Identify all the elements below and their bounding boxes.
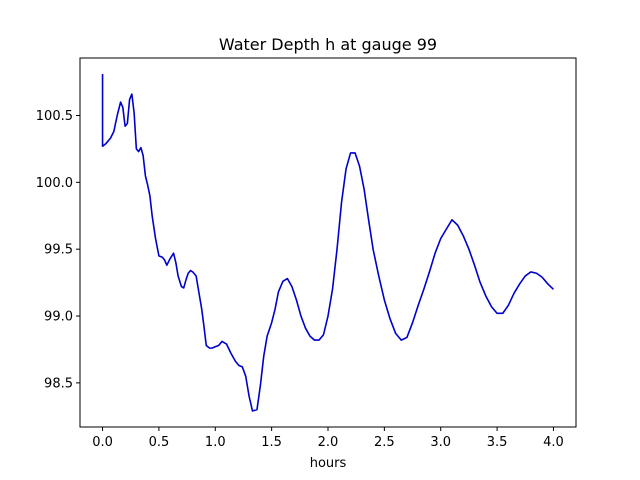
x-tick-label: 3.0 bbox=[430, 435, 451, 450]
x-axis-label: hours bbox=[310, 456, 347, 471]
y-tick-label: 99.5 bbox=[44, 243, 73, 258]
x-tick-label: 1.5 bbox=[261, 435, 282, 450]
series-line-0 bbox=[101, 74, 555, 412]
plot-area bbox=[101, 74, 555, 412]
x-tick-label: 1.0 bbox=[205, 435, 226, 450]
y-tick-label: 100.5 bbox=[36, 109, 73, 124]
y-axis: 98.5 99.0 99.5 100.0 100.5 bbox=[36, 109, 80, 391]
x-tick-label: 0.5 bbox=[149, 435, 170, 450]
y-tick-label: 100.0 bbox=[36, 176, 73, 191]
x-tick-label: 3.5 bbox=[487, 435, 508, 450]
x-tick-label: 4.0 bbox=[543, 435, 564, 450]
plot-frame bbox=[79, 57, 577, 428]
chart-title: Water Depth h at gauge 99 bbox=[219, 35, 437, 54]
x-tick-label: 0.0 bbox=[92, 435, 113, 450]
x-axis: 0.0 0.5 1.0 1.5 2.0 2.5 3.0 3.5 4.0 bbox=[92, 427, 564, 450]
y-tick-label: 99.0 bbox=[44, 310, 73, 325]
x-tick-label: 2.5 bbox=[374, 435, 395, 450]
x-tick-label: 2.0 bbox=[318, 435, 339, 450]
y-tick-label: 98.5 bbox=[44, 376, 73, 391]
